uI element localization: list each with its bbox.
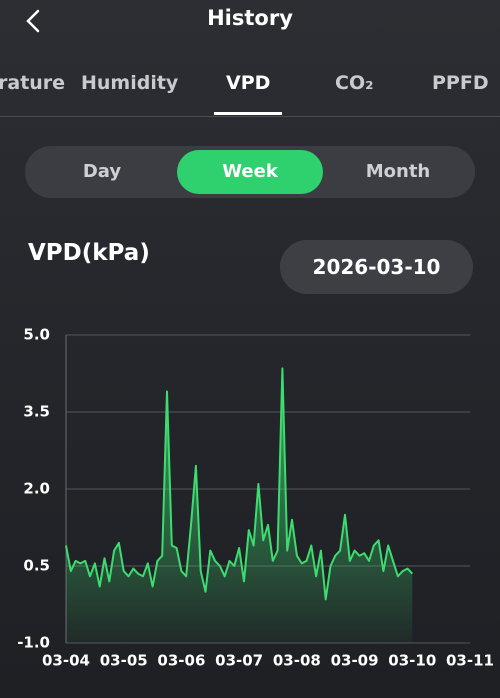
range-option[interactable]: Week xyxy=(177,150,323,194)
chart-title: VPD(kPa) xyxy=(28,240,150,266)
area xyxy=(66,368,413,643)
tab-bar: rature Humidity VPD CO₂ PPFD xyxy=(0,70,500,117)
y-tick-label: 5.0 xyxy=(23,326,50,344)
x-tick-label: 03-09 xyxy=(331,652,379,670)
page-title: History xyxy=(207,6,293,30)
x-tick-label: 03-08 xyxy=(273,652,321,670)
back-button[interactable] xyxy=(22,8,46,34)
range-selector: Day Week Month xyxy=(25,146,475,198)
y-tick-label: -1.0 xyxy=(17,634,50,652)
x-tick-label: 03-06 xyxy=(157,652,205,670)
tab[interactable]: rature xyxy=(0,72,66,94)
tab[interactable]: VPD xyxy=(213,72,283,115)
y-tick-label: 2.0 xyxy=(23,480,50,498)
x-tick-label: 03-11 xyxy=(446,652,494,670)
range-option[interactable]: Day xyxy=(82,161,122,182)
tab[interactable]: Humidity xyxy=(81,72,179,94)
x-tick-label: 03-10 xyxy=(388,652,436,670)
x-tick-label: 03-04 xyxy=(42,652,90,670)
tab[interactable]: PPFD xyxy=(432,72,489,94)
y-tick-label: 0.5 xyxy=(23,557,50,575)
tab[interactable]: CO₂ xyxy=(335,72,374,94)
y-tick-label: 3.5 xyxy=(23,403,50,421)
x-tick-label: 03-05 xyxy=(100,652,148,670)
line xyxy=(65,367,414,601)
chart: 5.0 3.5 2.0 0.5 -1.003-04 03-05 03-06 03-07 03-0… xyxy=(17,326,494,670)
range-option[interactable]: Month xyxy=(365,161,431,182)
x-tick-label: 03-07 xyxy=(215,652,263,670)
date-picker[interactable]: 2026-03-10 xyxy=(280,240,473,294)
